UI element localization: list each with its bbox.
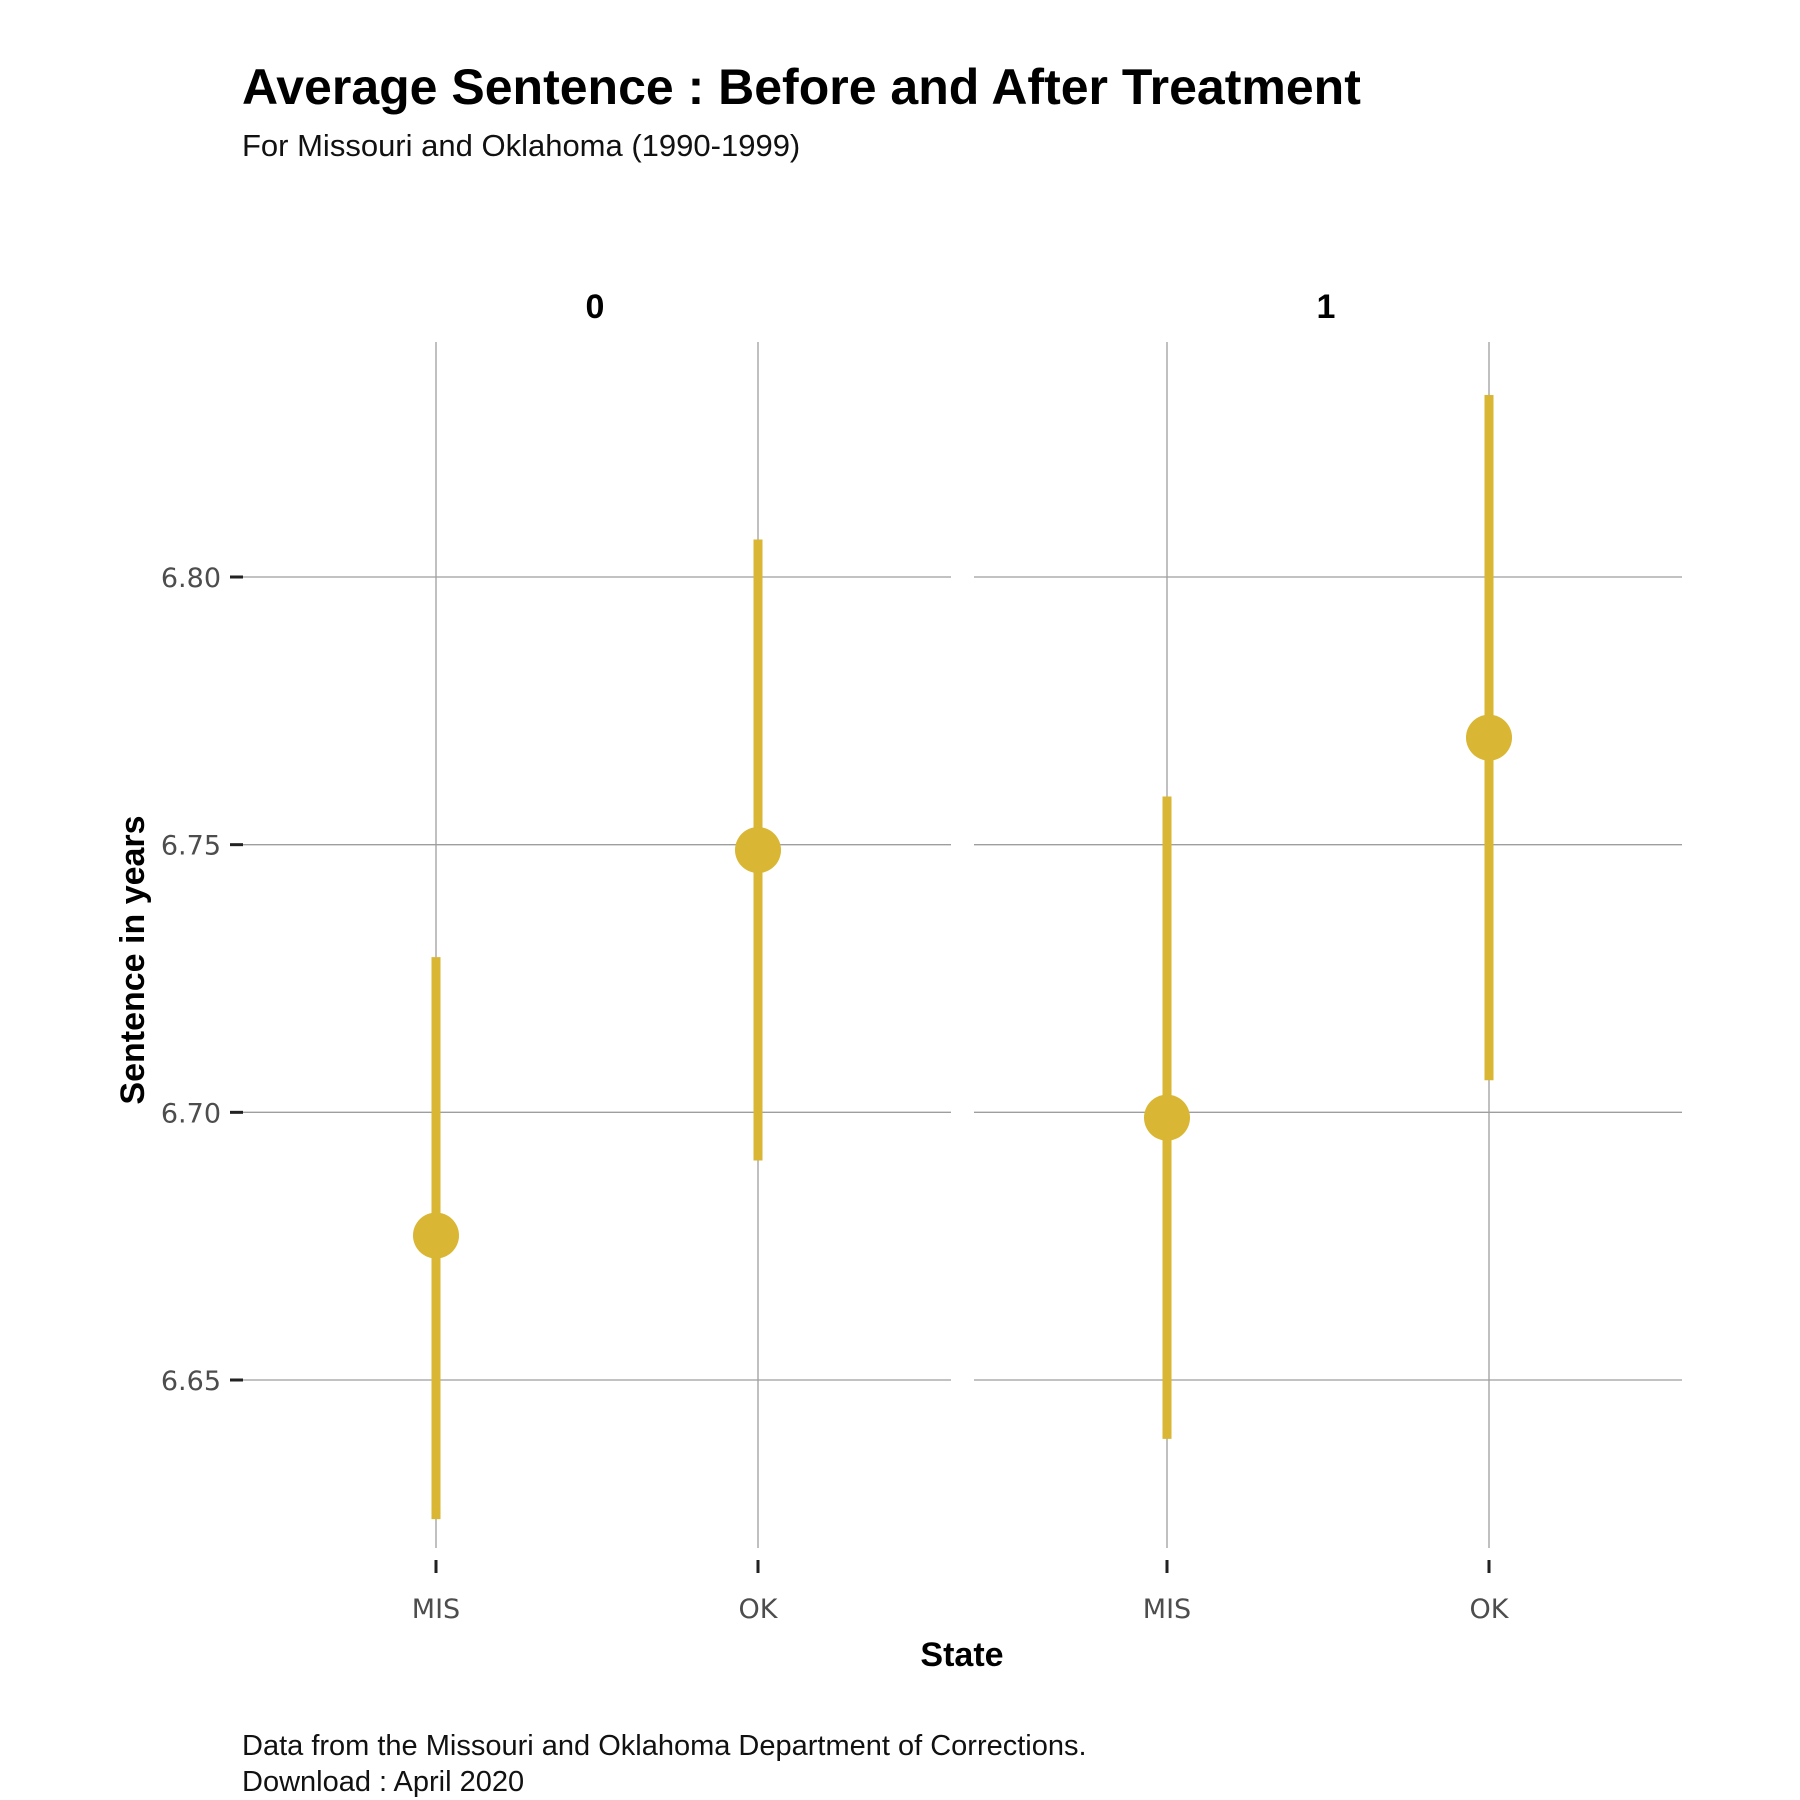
- facet-label-0: 0: [586, 288, 605, 326]
- chart-title: Average Sentence : Before and After Trea…: [242, 59, 1361, 115]
- grid-layer: [242, 342, 1682, 1548]
- chart-subtitle: For Missouri and Oklahoma (1990-1999): [242, 128, 801, 163]
- x-axis-title: State: [920, 1636, 1003, 1674]
- point-1-OK: [1466, 714, 1512, 761]
- caption-line-1: Data from the Missouri and Oklahoma Depa…: [242, 1730, 1087, 1762]
- x-tick-label-panel-1-0: MIS: [1143, 1594, 1191, 1625]
- x-tick-label-panel-0-1: OK: [739, 1594, 779, 1625]
- caption-line-2: Download : April 2020: [242, 1766, 525, 1798]
- point-1-MIS: [1144, 1094, 1190, 1141]
- y-axis-title: Sentence in years: [114, 815, 152, 1104]
- y-tick-label-0: 6.65: [161, 1366, 221, 1397]
- x-tick-label-panel-1-1: OK: [1470, 1594, 1510, 1625]
- axis-layer: 6.65 6.70 6.75 6.80 MIS OK MIS OK: [161, 563, 1510, 1625]
- point-0-OK: [735, 827, 781, 874]
- y-tick-label-1: 6.70: [161, 1098, 221, 1129]
- chart-caption: Data from the Missouri and Oklahoma Depa…: [242, 1728, 1087, 1800]
- facet-label-1: 1: [1317, 288, 1336, 326]
- y-tick-label-2: 6.75: [161, 831, 221, 862]
- y-tick-label-3: 6.80: [161, 563, 221, 594]
- marks-layer: [413, 394, 1512, 1520]
- x-tick-label-panel-0-0: MIS: [412, 1594, 460, 1625]
- point-0-MIS: [413, 1212, 459, 1259]
